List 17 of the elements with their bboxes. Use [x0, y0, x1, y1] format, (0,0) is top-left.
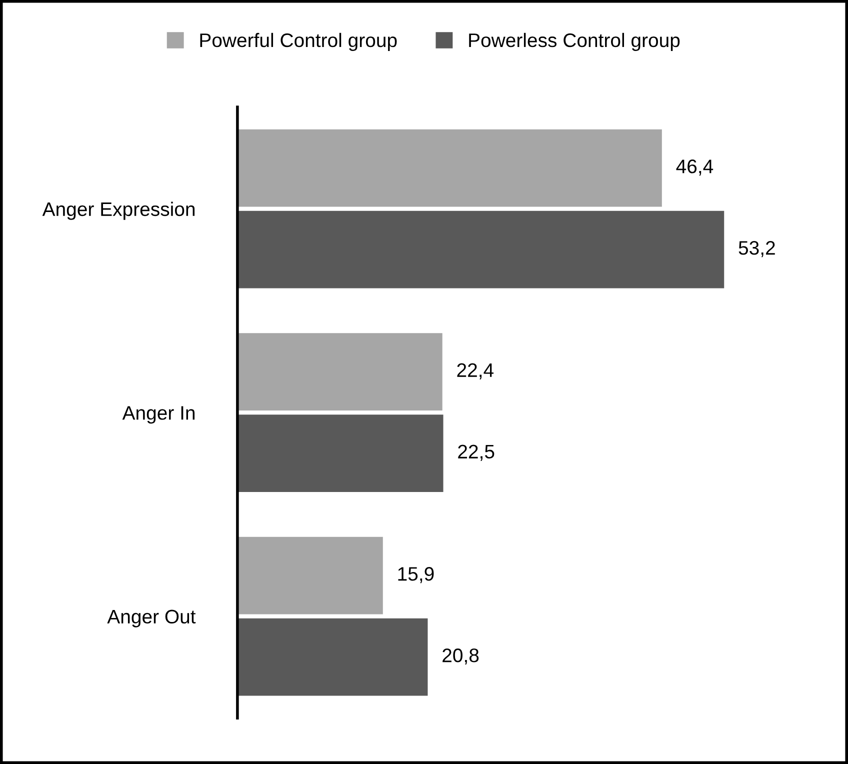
data-label: 20,8: [442, 648, 479, 665]
data-label: 22,5: [458, 444, 494, 461]
y-tick-label: Anger Out: [107, 610, 196, 628]
data-label: 46,4: [676, 160, 714, 176]
y-tick-label: Anger Expression: [42, 202, 195, 220]
bar: [237, 414, 444, 492]
bar: [237, 333, 442, 411]
bar: [237, 210, 724, 288]
bar: [237, 536, 383, 614]
data-label: 15,9: [398, 566, 434, 584]
legend-label: Powerful Control group: [200, 32, 397, 52]
legend-label: Powerless Control group: [469, 32, 680, 52]
data-label: 22,4: [457, 363, 494, 380]
y-tick-label: Anger In: [122, 406, 195, 424]
data-label: 53,2: [738, 241, 775, 258]
bar: [237, 618, 428, 696]
bar: [237, 129, 662, 207]
